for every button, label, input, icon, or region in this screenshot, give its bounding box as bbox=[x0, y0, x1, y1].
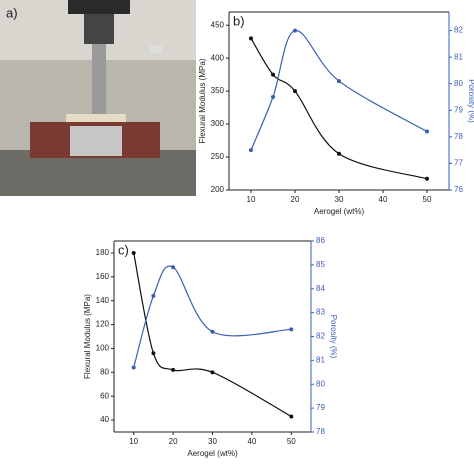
y2-tick-label: 82 bbox=[316, 332, 325, 341]
x-tick-label: 10 bbox=[129, 437, 138, 446]
y2-tick-label: 77 bbox=[454, 159, 463, 168]
y2-tick-label: 80 bbox=[316, 379, 325, 388]
data-point bbox=[249, 148, 253, 153]
y-tick-label: 100 bbox=[96, 344, 110, 353]
x-tick-label: 50 bbox=[287, 437, 296, 446]
x-tick-label: 20 bbox=[291, 195, 300, 204]
y2-tick-label: 79 bbox=[454, 105, 463, 114]
x-tick-label: 40 bbox=[247, 437, 256, 446]
y2-tick-label: 85 bbox=[316, 260, 325, 269]
data-point bbox=[289, 414, 294, 419]
y-tick-label: 250 bbox=[211, 152, 225, 161]
series-line bbox=[133, 265, 292, 368]
y2-axis-label: Porosity (%) bbox=[467, 79, 474, 123]
photo-support bbox=[70, 126, 122, 156]
data-point bbox=[425, 129, 429, 134]
y-tick-label: 450 bbox=[211, 20, 225, 29]
x-tick-label: 10 bbox=[247, 195, 256, 204]
panel-label: a) bbox=[6, 5, 18, 20]
photo-tag bbox=[150, 45, 162, 53]
y2-axis-label: Porosity (%) bbox=[329, 315, 338, 359]
data-point bbox=[289, 327, 294, 332]
data-point bbox=[337, 79, 341, 84]
y2-tick-label: 84 bbox=[316, 284, 325, 293]
y-tick-label: 80 bbox=[100, 367, 109, 376]
data-point bbox=[271, 95, 275, 100]
series-line bbox=[133, 252, 292, 418]
panel-label: b) bbox=[233, 13, 245, 28]
y-tick-label: 160 bbox=[96, 272, 110, 281]
y2-tick-label: 82 bbox=[454, 26, 463, 35]
x-axis-label: Aerogel (wt%) bbox=[187, 449, 238, 458]
y2-tick-label: 86 bbox=[316, 236, 325, 245]
y2-tick-label: 81 bbox=[454, 52, 463, 61]
chart: 10 20 30 40 50 40 60 80 100 120 140 160 180 78 79 80 81 8… bbox=[83, 236, 338, 458]
y-tick-label: 140 bbox=[96, 296, 110, 305]
data-point bbox=[293, 89, 297, 94]
y-tick-label: 120 bbox=[96, 320, 110, 329]
data-point bbox=[425, 176, 429, 181]
data-point bbox=[249, 36, 253, 41]
panel-label: c) bbox=[118, 242, 129, 257]
series-line bbox=[250, 38, 428, 180]
data-point bbox=[210, 329, 215, 334]
y-axis-label: Flexural Modulus (MPa) bbox=[198, 58, 207, 143]
data-point bbox=[337, 151, 341, 156]
x-axis-label: Aerogel (wt%) bbox=[314, 207, 365, 216]
y2-tick-label: 79 bbox=[316, 403, 325, 412]
data-point bbox=[271, 72, 275, 77]
data-point bbox=[151, 293, 156, 298]
photo-crosshead bbox=[68, 0, 130, 14]
y2-tick-label: 81 bbox=[316, 355, 325, 364]
y-axis-label: Flexural Modulus (MPa) bbox=[83, 294, 92, 379]
y2-tick-label: 78 bbox=[454, 132, 463, 141]
photo-rod bbox=[92, 44, 106, 114]
y-tick-label: 180 bbox=[96, 248, 110, 257]
y-tick-label: 40 bbox=[100, 415, 109, 424]
data-point bbox=[210, 370, 215, 375]
photo-specimen bbox=[66, 114, 126, 122]
data-point bbox=[131, 365, 136, 370]
y-tick-label: 60 bbox=[100, 391, 109, 400]
y-tick-label: 350 bbox=[211, 86, 225, 95]
data-point bbox=[171, 265, 176, 270]
chart: 10 20 30 40 50 200 250 300 350 400 450 76 77 78 79 80 81… bbox=[198, 11, 474, 216]
y-tick-label: 300 bbox=[211, 119, 225, 128]
x-tick-label: 30 bbox=[208, 437, 217, 446]
x-tick-label: 40 bbox=[379, 195, 388, 204]
photo: a) bbox=[0, 0, 196, 196]
data-point bbox=[131, 250, 136, 255]
x-tick-label: 30 bbox=[335, 195, 344, 204]
y2-tick-label: 76 bbox=[454, 185, 463, 194]
photo-loadcell bbox=[84, 14, 114, 44]
y2-tick-label: 83 bbox=[316, 308, 325, 317]
data-point bbox=[293, 28, 297, 33]
y2-tick-label: 78 bbox=[316, 427, 325, 436]
data-point bbox=[151, 351, 156, 356]
x-tick-label: 50 bbox=[423, 195, 432, 204]
y2-tick-label: 80 bbox=[454, 79, 463, 88]
y-tick-label: 400 bbox=[211, 53, 225, 62]
y-tick-label: 200 bbox=[211, 185, 225, 194]
data-point bbox=[171, 367, 176, 372]
series-line bbox=[250, 29, 428, 151]
x-tick-label: 20 bbox=[169, 437, 178, 446]
